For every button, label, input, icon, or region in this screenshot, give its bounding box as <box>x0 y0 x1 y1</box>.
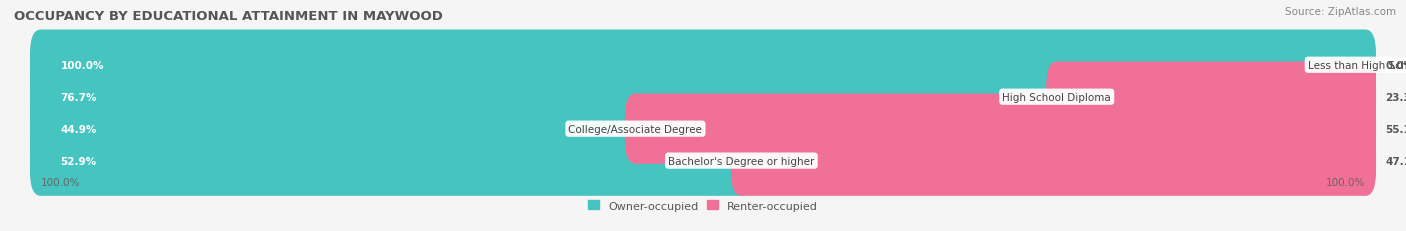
FancyBboxPatch shape <box>30 30 1376 100</box>
FancyBboxPatch shape <box>30 126 752 196</box>
FancyBboxPatch shape <box>30 30 1376 100</box>
Text: OCCUPANCY BY EDUCATIONAL ATTAINMENT IN MAYWOOD: OCCUPANCY BY EDUCATIONAL ATTAINMENT IN M… <box>14 10 443 23</box>
FancyBboxPatch shape <box>30 62 1376 132</box>
FancyBboxPatch shape <box>731 126 1376 196</box>
Text: 47.1%: 47.1% <box>1385 156 1406 166</box>
Text: College/Associate Degree: College/Associate Degree <box>568 124 703 134</box>
Text: 76.7%: 76.7% <box>60 92 97 102</box>
Text: Source: ZipAtlas.com: Source: ZipAtlas.com <box>1285 7 1396 17</box>
Text: 100.0%: 100.0% <box>41 178 80 188</box>
Legend: Owner-occupied, Renter-occupied: Owner-occupied, Renter-occupied <box>588 201 818 211</box>
Text: 100.0%: 100.0% <box>60 61 104 70</box>
Text: 44.9%: 44.9% <box>60 124 97 134</box>
Text: 55.1%: 55.1% <box>1385 124 1406 134</box>
Text: 23.3%: 23.3% <box>1385 92 1406 102</box>
Text: Less than High School: Less than High School <box>1308 61 1406 70</box>
Text: 100.0%: 100.0% <box>1326 178 1365 188</box>
Text: Bachelor's Degree or higher: Bachelor's Degree or higher <box>668 156 814 166</box>
Text: 0.0%: 0.0% <box>1385 61 1406 70</box>
FancyBboxPatch shape <box>1046 62 1376 132</box>
Text: 52.9%: 52.9% <box>60 156 97 166</box>
FancyBboxPatch shape <box>30 94 645 164</box>
FancyBboxPatch shape <box>30 94 1376 164</box>
Text: High School Diploma: High School Diploma <box>1002 92 1111 102</box>
FancyBboxPatch shape <box>624 94 1376 164</box>
FancyBboxPatch shape <box>30 62 1067 132</box>
FancyBboxPatch shape <box>30 126 1376 196</box>
